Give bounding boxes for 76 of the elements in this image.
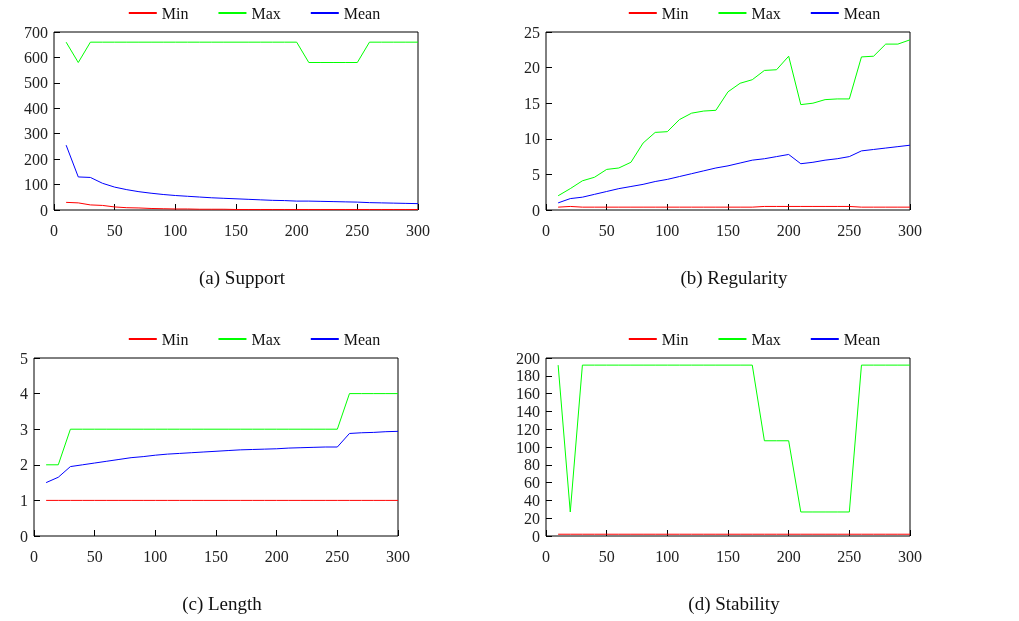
text: (c) Length	[182, 593, 263, 615]
y-tick-label: 2	[20, 456, 28, 474]
y-tick-label: 80	[524, 456, 540, 474]
y-tick-label: 140	[516, 402, 540, 420]
y-tick-label: 160	[516, 385, 540, 403]
y-tick-label: 180	[516, 367, 540, 385]
line-series	[65, 201, 419, 210]
x-tick-label: 250	[325, 547, 350, 565]
y-tick-label: 400	[24, 99, 48, 117]
x-tick-label: 100	[655, 547, 680, 565]
x-tick-label: 100	[163, 221, 188, 239]
x-tick-label: 50	[86, 547, 103, 565]
legend-label: Min	[661, 330, 689, 348]
x-tick-label: 300	[386, 547, 410, 565]
y-tick-label: 40	[524, 491, 540, 509]
y-tick-label: 0	[532, 527, 540, 545]
y-tick-label: 300	[24, 125, 48, 143]
line-series	[557, 144, 911, 204]
x-tick-label: 250	[837, 547, 862, 565]
x-tick-label: 200	[284, 221, 309, 239]
x-tick-label: 150	[716, 221, 740, 239]
y-tick-label: 0	[20, 527, 28, 545]
legend-label: Min	[161, 4, 189, 22]
legend-label: Mean	[343, 4, 381, 22]
x-tick-label: 100	[143, 547, 168, 565]
legend-label: Mean	[843, 330, 881, 348]
y-tick-label: 200	[24, 150, 48, 168]
y-tick-label: 20	[524, 509, 540, 527]
y-tick-label: 1	[20, 491, 28, 509]
y-tick-label: 200	[516, 349, 540, 367]
x-tick-label: 250	[837, 221, 862, 239]
x-tick-label: 150	[204, 547, 228, 565]
y-tick-label: 600	[24, 48, 48, 66]
y-tick-label: 10	[524, 130, 540, 148]
x-tick-label: 250	[345, 221, 370, 239]
legend-label: Max	[751, 4, 781, 22]
legend-label: Max	[251, 330, 281, 348]
y-tick-label: 60	[524, 474, 540, 492]
y-tick-label: 4	[20, 385, 28, 403]
line-series	[45, 430, 399, 484]
y-tick-label: 5	[532, 165, 540, 183]
y-tick-label: 5	[20, 349, 28, 367]
text: (b) Regularity	[680, 267, 789, 289]
x-tick-label: 50	[598, 221, 615, 239]
x-tick-label: 150	[224, 221, 248, 239]
x-tick-label: 200	[776, 547, 801, 565]
x-tick-label: 300	[898, 221, 922, 239]
legend-label: Max	[751, 330, 781, 348]
y-tick-label: 0	[40, 201, 48, 219]
legend-label: Max	[251, 4, 281, 22]
x-tick-label: 300	[406, 221, 430, 239]
y-tick-label: 20	[524, 59, 540, 77]
y-tick-label: 0	[532, 201, 540, 219]
x-tick-label: 200	[776, 221, 801, 239]
legend-label: Mean	[843, 4, 881, 22]
x-tick-label: 300	[898, 547, 922, 565]
x-tick-label: 200	[264, 547, 289, 565]
y-tick-label: 500	[24, 74, 48, 92]
y-tick-label: 100	[24, 176, 48, 194]
x-tick-label: 100	[655, 221, 680, 239]
legend-label: Min	[161, 330, 189, 348]
line-series	[557, 39, 911, 197]
legend-label: Min	[661, 4, 689, 22]
legend-label: Mean	[343, 330, 381, 348]
y-tick-label: 700	[24, 23, 48, 41]
x-tick-label: 50	[106, 221, 123, 239]
y-tick-label: 25	[524, 23, 540, 41]
text: (d) Stability	[688, 593, 781, 615]
y-tick-label: 100	[516, 438, 540, 456]
x-tick-label: 50	[598, 547, 615, 565]
y-tick-label: 15	[524, 94, 540, 112]
x-tick-label: 150	[716, 547, 740, 565]
line-series	[65, 144, 419, 205]
text: (a) Support	[198, 267, 286, 289]
y-tick-label: 3	[20, 420, 28, 438]
y-tick-label: 120	[516, 420, 540, 438]
